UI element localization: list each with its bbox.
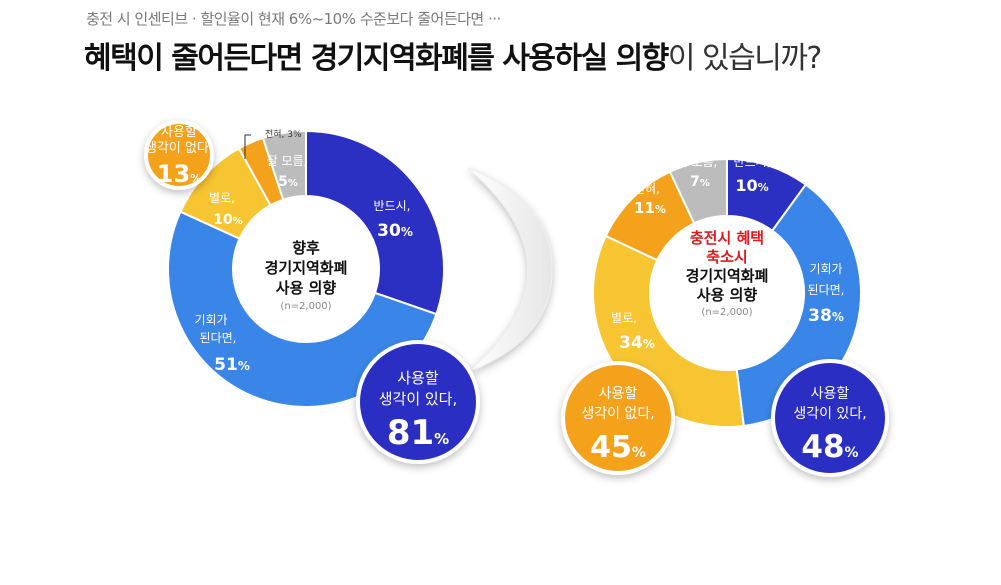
slice-label: 잘 모름, <box>267 154 308 168</box>
slice-value: 51% <box>214 355 250 375</box>
slice-label: 기회가 <box>809 262 842 276</box>
summary-label: 사용할 <box>599 386 638 402</box>
center-label: 사용 의향 <box>276 279 337 297</box>
sample-size-note: (n=2,000) <box>280 301 331 312</box>
center-label: 사용 의향 <box>697 286 758 304</box>
summary-bubble <box>771 359 889 477</box>
transition-arrow <box>467 167 553 373</box>
donut-hole <box>233 196 379 342</box>
slice-value: 30% <box>377 221 413 241</box>
slice-label: 반드시, <box>374 199 411 213</box>
slice-value: 34% <box>619 333 655 353</box>
summary-label: 사용할 <box>811 386 850 402</box>
slice-label: 된다면, <box>200 331 237 345</box>
slice-label: 전혀, 3% <box>265 129 302 140</box>
center-label: 향후 <box>292 239 320 257</box>
summary-bubble <box>144 120 214 190</box>
page-title: 혜택이 줄어든다면 경기지역화폐를 사용하실 의향이 있습니까? <box>84 33 822 77</box>
summary-value: 13% <box>157 160 201 188</box>
center-label: 경기지역화폐 <box>686 267 769 285</box>
slice-value: 10% <box>213 212 243 228</box>
donut-slice <box>668 157 728 225</box>
summary-label: 생각이 있다, <box>793 406 866 422</box>
center-label-highlight: 충전시 혜택 <box>690 229 764 247</box>
subtitle: 충전 시 인센티브 · 할인율이 현재 6%~10% 수준보다 줄어든다면 ··… <box>86 10 501 28</box>
center-label: 경기지역화폐 <box>265 259 348 277</box>
center-label-highlight: 축소시 <box>706 248 747 266</box>
slice-value: 10% <box>735 176 768 195</box>
summary-value: 81% <box>387 413 449 453</box>
slice-label: 별로, <box>611 311 637 325</box>
summary-bubble <box>561 361 675 475</box>
slice-label: 된다면, <box>808 283 845 297</box>
slice-label: 기회가 <box>194 313 227 327</box>
slice-label: 반드시, <box>734 155 771 169</box>
slice-label: 잘 모름, <box>677 155 718 169</box>
slice-value: 5% <box>278 174 298 190</box>
donut-hole <box>650 216 804 370</box>
slice-label: 전혀, <box>634 182 660 196</box>
slice-label: 별로, <box>209 191 235 205</box>
leader-line <box>244 134 251 159</box>
summary-label: 사용할 <box>397 369 439 387</box>
summary-label: 생각이 있다, <box>379 390 458 408</box>
slice-value: 38% <box>808 306 844 326</box>
title-rest: 이 있습니까? <box>667 41 822 76</box>
summary-value: 45% <box>590 430 646 465</box>
summary-label: 생각이 없다, <box>145 141 213 156</box>
slice-value: 7% <box>690 174 710 190</box>
summary-bubble <box>356 340 480 464</box>
summary-value: 48% <box>801 429 858 465</box>
slice-value: 11% <box>634 199 666 217</box>
summary-label: 생각이 없다, <box>581 406 654 422</box>
sample-size-note: (n=2,000) <box>701 307 752 318</box>
summary-label: 사용할 <box>161 125 197 140</box>
title-main: 혜택이 줄어든다면 경기지역화폐를 사용하실 의향 <box>84 41 669 76</box>
